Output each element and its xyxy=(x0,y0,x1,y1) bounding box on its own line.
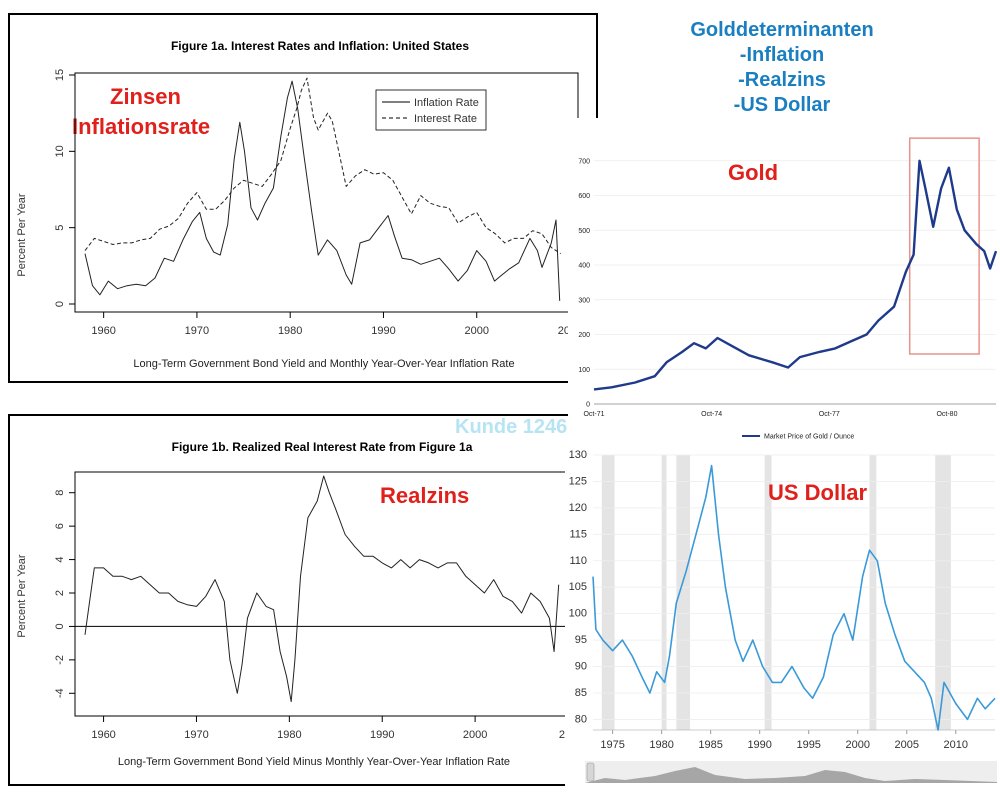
figure-1b-ytick-label: -2 xyxy=(54,655,66,665)
usd-chart: 80 85 90 95 100 105 110 115 120 125 130 1975 1980 198… xyxy=(569,449,997,783)
gold-xtick-label: Oct-71 xyxy=(583,411,604,418)
usd-ytick-label: 115 xyxy=(569,528,587,540)
figure-1b-xtick-label: 1980 xyxy=(277,729,301,741)
usd-xtick-label: 1975 xyxy=(600,739,624,751)
usd-ytick-label: 90 xyxy=(575,661,587,673)
gold-xtick-label: Oct-80 xyxy=(936,411,957,418)
figure-1b-ytick-label: 0 xyxy=(54,623,66,629)
figure-1a-chart: Figure 1a. Interest Rates and Inflation:… xyxy=(16,39,582,370)
gold-chart: 0 100 200 300 400 500 600 700 Oct-71 Oct-74 Oct-77… xyxy=(578,137,998,441)
usd-xtick-label: 1990 xyxy=(747,739,771,751)
figure-1b-xtick-label: 1970 xyxy=(184,729,208,741)
gold-ytick-label: 100 xyxy=(578,367,590,374)
figure-1b-panel: Figure 1b. Realized Real Interest Rate f… xyxy=(8,414,596,786)
gold-ytick-label: 200 xyxy=(578,332,590,339)
annotation-gold: Gold xyxy=(728,160,778,185)
gold-ytick-label: 500 xyxy=(578,228,590,235)
figure-1a-ylabel: Percent Per Year xyxy=(16,193,28,277)
usd-ytick-label: 100 xyxy=(569,608,587,620)
golddeterminanten-heading: Golddeterminanten -Inflation -Realzins -… xyxy=(672,18,892,118)
usd-ytick-label: 110 xyxy=(569,555,587,567)
heading-line-2: -Inflation xyxy=(739,44,825,66)
figure-1b-xtick-label: 2000 xyxy=(463,729,487,741)
usd-ytick-label: 130 xyxy=(569,449,587,461)
figure-1b-chart: Figure 1b. Realized Real Interest Rate f… xyxy=(16,440,579,768)
usd-chart-panel: 80 85 90 95 100 105 110 115 120 125 130 1975 1980 198… xyxy=(565,445,1000,800)
gold-xtick-label: Oct-77 xyxy=(819,411,840,418)
usd-ytick-label: 125 xyxy=(569,475,587,487)
figure-1a-panel: Figure 1a. Interest Rates and Inflation:… xyxy=(8,13,598,383)
heading-line-4: -US Dollar xyxy=(733,94,831,116)
gold-highlight-box xyxy=(908,137,980,355)
gold-legend-label: Market Price of Gold / Ounce xyxy=(764,434,854,441)
figure-1b-caption: Long-Term Government Bond Yield Minus Mo… xyxy=(118,756,510,768)
usd-xtick-label: 2010 xyxy=(944,739,968,751)
gold-ytick-label: 300 xyxy=(578,297,590,304)
figure-1a-xtick-label: 1990 xyxy=(371,325,395,337)
recession-band xyxy=(676,455,691,730)
usd-xtick-label: 1980 xyxy=(649,739,673,751)
real-interest-rate-line xyxy=(84,475,560,703)
figure-1b-plot-frame xyxy=(74,471,579,717)
figure-1a-xtick-label: 1970 xyxy=(185,325,209,337)
figure-1a-title: Figure 1a. Interest Rates and Inflation:… xyxy=(171,39,469,53)
figure-1b-ytick-label: -4 xyxy=(54,688,66,698)
gold-ytick-label: 700 xyxy=(578,158,590,165)
usd-navigator[interactable] xyxy=(585,761,997,783)
inflation-rate-line xyxy=(84,80,561,301)
gold-legend: Market Price of Gold / Ounce xyxy=(742,434,854,441)
figure-1a-xtick-label: 1980 xyxy=(278,325,302,337)
figure-1a-ytick-label: 0 xyxy=(54,301,66,307)
annotation-zinsen: Zinsen xyxy=(110,84,181,109)
heading-line-3: -Realzins xyxy=(738,69,826,91)
figure-1b-ytick-label: 8 xyxy=(54,490,66,496)
usd-ytick-label: 95 xyxy=(575,634,587,646)
figure-1b-ytick-label: 6 xyxy=(54,523,66,529)
usd-ytick-label: 85 xyxy=(575,687,587,699)
gold-xtick-label: Oct-74 xyxy=(701,411,722,418)
figure-1a-xtick-label: 2000 xyxy=(464,325,488,337)
usd-index-line xyxy=(592,464,996,731)
heading-line-1: Golddeterminanten xyxy=(690,19,874,41)
figure-1a-ytick-label: 5 xyxy=(54,225,66,231)
usd-xtick-label: 1985 xyxy=(698,739,722,751)
usd-xtick-label: 2000 xyxy=(845,739,869,751)
gold-ytick-label: 400 xyxy=(578,263,590,270)
usd-ytick-label: 80 xyxy=(575,713,587,725)
recession-band xyxy=(935,455,951,730)
figure-1b-title: Figure 1b. Realized Real Interest Rate f… xyxy=(172,440,473,454)
figure-1a-ytick-label: 15 xyxy=(54,69,66,81)
recession-band xyxy=(661,455,667,730)
legend-interest-rate: Interest Rate xyxy=(414,113,477,125)
watermark: Kunde 1246 xyxy=(455,416,568,438)
recession-band xyxy=(869,455,877,730)
legend-inflation-rate: Inflation Rate xyxy=(414,97,479,109)
annotation-us-dollar: US Dollar xyxy=(768,480,867,505)
figure-1b-ytick-label: 4 xyxy=(54,557,66,563)
recession-band xyxy=(764,455,772,730)
recession-band xyxy=(601,455,615,730)
figure-1b-xtick-label: 1960 xyxy=(91,729,115,741)
figure-1a-legend: Inflation Rate Interest Rate xyxy=(375,89,487,131)
annotation-realzins: Realzins xyxy=(380,483,469,508)
figure-1a-caption: Long-Term Government Bond Yield and Mont… xyxy=(133,358,514,370)
gold-ytick-label: 600 xyxy=(578,193,590,200)
usd-xtick-label: 1995 xyxy=(796,739,820,751)
figure-1b-xtick-label: 1990 xyxy=(370,729,394,741)
gold-chart-panel: 0 100 200 300 400 500 600 700 Oct-71 Oct-74 Oct-77… xyxy=(568,118,1000,446)
usd-ytick-label: 105 xyxy=(569,581,587,593)
annotation-inflationsrate: Inflationsrate xyxy=(72,114,210,139)
figure-1a-xtick-label: 1960 xyxy=(91,325,115,337)
figure-1b-ytick-label: 2 xyxy=(54,590,66,596)
interest-rate-line xyxy=(84,77,561,255)
usd-xtick-label: 2005 xyxy=(895,739,919,751)
gold-price-line xyxy=(593,159,998,391)
figure-1a-ytick-label: 10 xyxy=(54,145,66,157)
gold-ytick-label: 0 xyxy=(586,402,590,409)
figure-1b-ylabel: Percent Per Year xyxy=(16,554,28,638)
usd-ytick-label: 120 xyxy=(569,502,587,514)
